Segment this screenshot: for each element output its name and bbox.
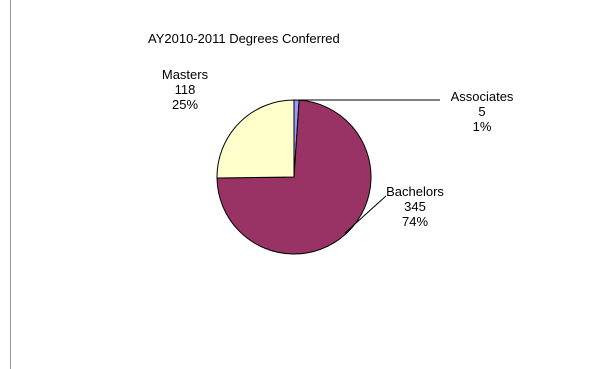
chart-title: AY2010-2011 Degrees Conferred <box>148 31 340 46</box>
data-label-associates-value: 5 <box>478 104 485 119</box>
data-label-bachelors-category: Bachelors <box>386 184 444 199</box>
data-label-bachelors-percent: 74% <box>402 214 428 229</box>
data-label-masters-value: 118 <box>175 82 196 97</box>
pie-slice-masters <box>216 99 295 179</box>
leader-line-bachelors <box>344 195 387 234</box>
data-label-associates-percent: 1% <box>473 119 492 134</box>
data-label-masters-percent: 25% <box>172 97 198 112</box>
data-label-masters-category: Masters <box>162 67 209 82</box>
data-label-associates-category: Associates <box>451 89 514 104</box>
chart-frame <box>10 0 613 369</box>
leader-lines <box>298 99 440 234</box>
data-label-bachelors-value: 345 <box>404 199 426 214</box>
pie-slices <box>216 99 372 255</box>
